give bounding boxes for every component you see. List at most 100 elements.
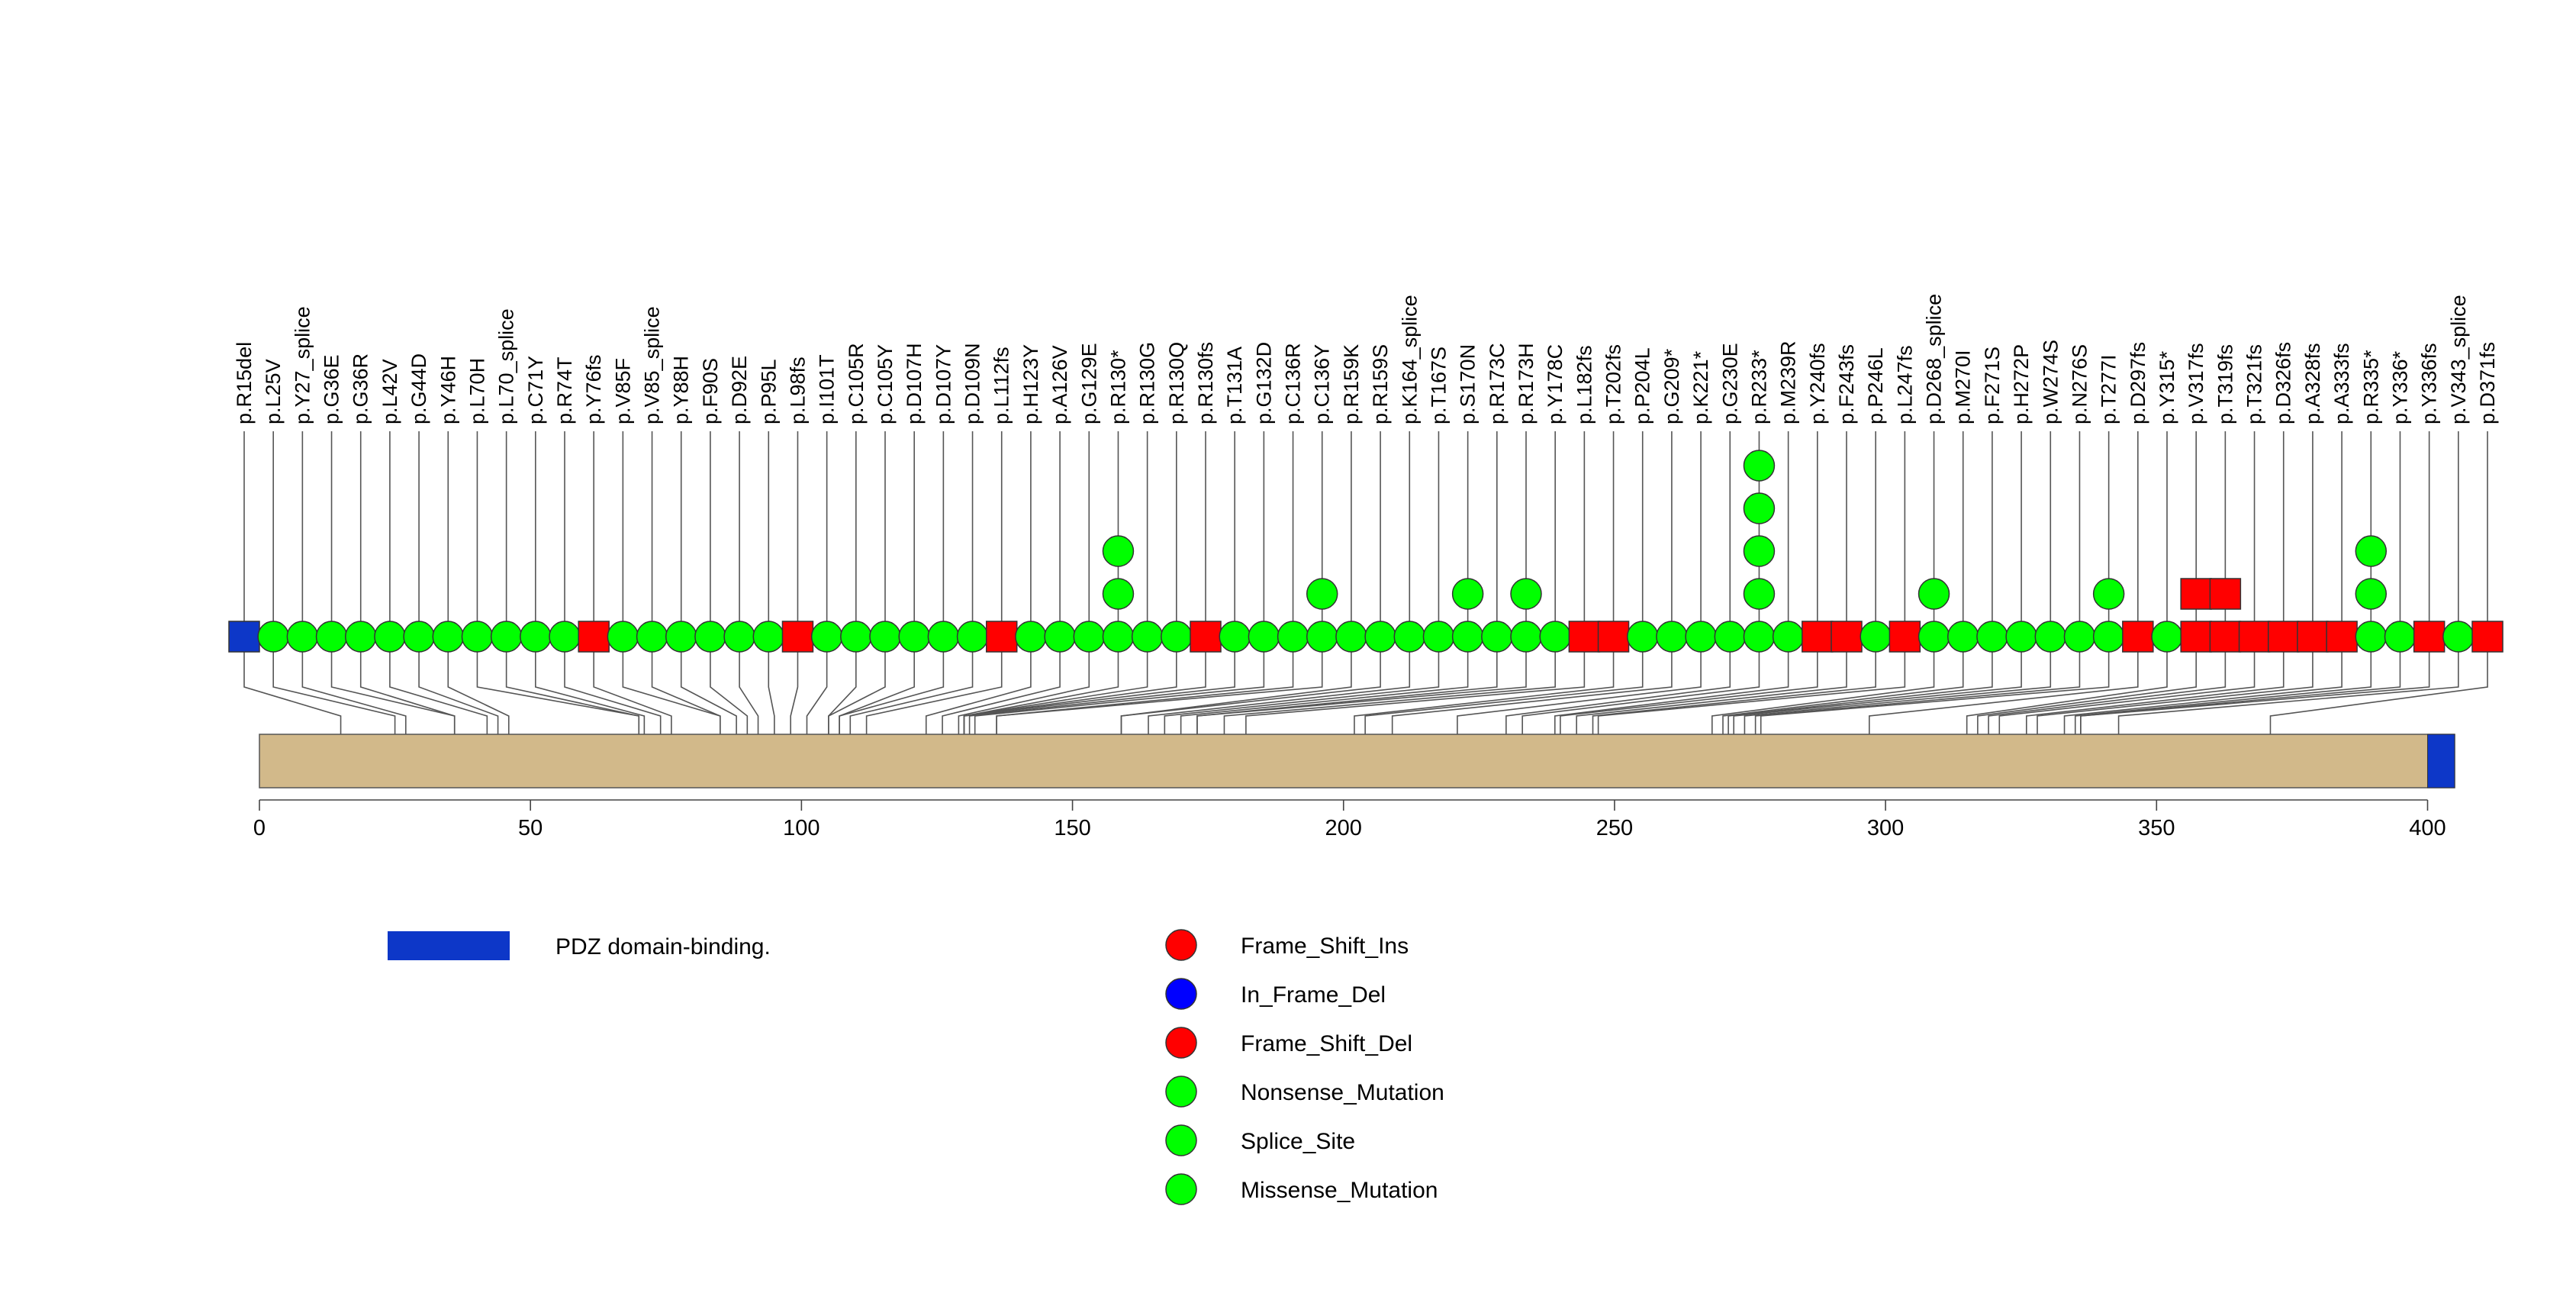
mutation-marker [1364, 621, 1396, 653]
connector-line [968, 637, 1235, 734]
mutation-label: p.H123Y [1019, 344, 1042, 424]
mutation-marker [228, 621, 260, 653]
mutation-marker [549, 621, 581, 653]
connector-line [1148, 637, 1411, 734]
mutation-label: p.F90S [699, 358, 722, 424]
mutation-marker [1714, 621, 1747, 653]
mutation-marker [781, 621, 814, 653]
mutation-marker [1743, 492, 1776, 524]
connector-line [593, 637, 672, 734]
legend-domain-label: PDZ domain-binding. [555, 934, 771, 959]
mutation-label: p.T131A [1223, 347, 1246, 424]
mutation-marker [2063, 621, 2096, 653]
connector-line [1760, 637, 2110, 734]
connector-line [243, 637, 342, 734]
connector-line [963, 637, 1206, 734]
protein-bar [259, 734, 2455, 789]
legend-domain-swatch [388, 931, 510, 960]
mutation-label: p.R159K [1340, 344, 1363, 424]
mutation-marker [2238, 621, 2271, 653]
mutation-marker [665, 621, 697, 653]
connector-line [849, 637, 974, 734]
connector-line [1597, 637, 1906, 734]
legend-type-swatch [1165, 1124, 1197, 1156]
connector-line [1722, 637, 1964, 734]
mutation-label: p.Y88H [670, 356, 693, 424]
mutation-label: p.R159S [1369, 344, 1392, 424]
mutation-marker [1044, 621, 1076, 653]
mutation-label: p.R130G [1136, 342, 1159, 424]
mutation-marker [1743, 621, 1776, 653]
mutation-marker [432, 621, 465, 653]
mutation-marker [810, 621, 843, 653]
mutation-label: p.R130fs [1194, 342, 1217, 424]
connector-line [974, 637, 1265, 734]
mutation-marker [694, 621, 726, 653]
axis-tick-label: 150 [1054, 816, 1090, 840]
mutation-marker [374, 621, 406, 653]
connector-line [2074, 637, 2372, 734]
mutation-marker [2092, 621, 2125, 653]
connector-line [1744, 637, 2052, 734]
mutation-marker [1335, 621, 1367, 653]
connector-line [505, 637, 640, 734]
mutation-label: p.V85F [611, 358, 634, 424]
connector-line [1180, 637, 1469, 734]
mutation-label: p.D109N [961, 343, 984, 424]
mutation-marker [1102, 578, 1135, 610]
connector-line [535, 637, 646, 734]
mutation-label: p.L247fs [1893, 345, 1916, 424]
mutation-marker [1802, 621, 1834, 653]
mutation-label: p.D297fs [2127, 342, 2149, 424]
mutation-marker [1422, 621, 1455, 653]
mutation-marker [1102, 535, 1135, 567]
mutation-marker [2092, 578, 2125, 610]
mutation-labels: p.R15del p.L25V p.Y27_splice p.G36E p.G36R p.… [233, 294, 2499, 424]
connector-line [1554, 637, 1789, 734]
axis-tick-label: 300 [1867, 816, 1904, 840]
connector-line [389, 637, 488, 734]
mutation-marker [607, 621, 639, 653]
mutation-marker [1393, 621, 1426, 653]
stem-lines [243, 431, 2488, 637]
mutation-marker [2005, 621, 2037, 653]
connector-line [2037, 637, 2314, 734]
connector-line [1728, 637, 1993, 734]
mutation-label: p.G230E [1718, 343, 1741, 424]
mutation-label: p.R74T [553, 356, 576, 424]
mutation-marker [1102, 621, 1135, 653]
mutation-marker [1918, 578, 1950, 610]
axis-tick-label: 400 [2409, 816, 2446, 840]
mutation-label: p.F243fs [1835, 344, 1858, 424]
mutation-marker [1918, 621, 1950, 653]
mutation-marker [2180, 621, 2212, 653]
mutation-marker [869, 621, 901, 653]
mutation-marker [2122, 621, 2154, 653]
connector-line [272, 637, 396, 734]
mutation-label: p.P204L [1631, 347, 1654, 424]
connector-line [865, 637, 1003, 734]
mutation-marker [2471, 621, 2504, 653]
mutation-label: p.H272P [2010, 344, 2033, 424]
mutation-marker [2034, 621, 2067, 653]
mutation-marker [315, 621, 348, 653]
mutation-marker [490, 621, 523, 653]
mutation-marker [1131, 621, 1164, 653]
mutation-label: p.R130Q [1165, 342, 1188, 424]
mutation-marker [1743, 535, 1776, 567]
mutation-marker [2442, 621, 2475, 653]
mutation-marker [2209, 621, 2242, 653]
connector-line [418, 637, 499, 734]
mutation-label: p.M270I [1952, 350, 1975, 424]
connector-line [301, 637, 407, 734]
mutation-marker [1743, 578, 1776, 610]
mutation-label: p.G44D [407, 353, 430, 424]
mutation-label: p.V343_splice [2447, 295, 2470, 424]
mutation-label: p.V317fs [2185, 343, 2207, 424]
mutation-label: p.F271S [1981, 347, 2004, 424]
connector-line [2080, 637, 2430, 734]
connector-line [1245, 637, 1586, 734]
mutation-label: p.C71Y [524, 356, 547, 424]
mutation-label: p.T319fs [2214, 344, 2236, 424]
mutation-label: p.Y46H [436, 356, 459, 424]
